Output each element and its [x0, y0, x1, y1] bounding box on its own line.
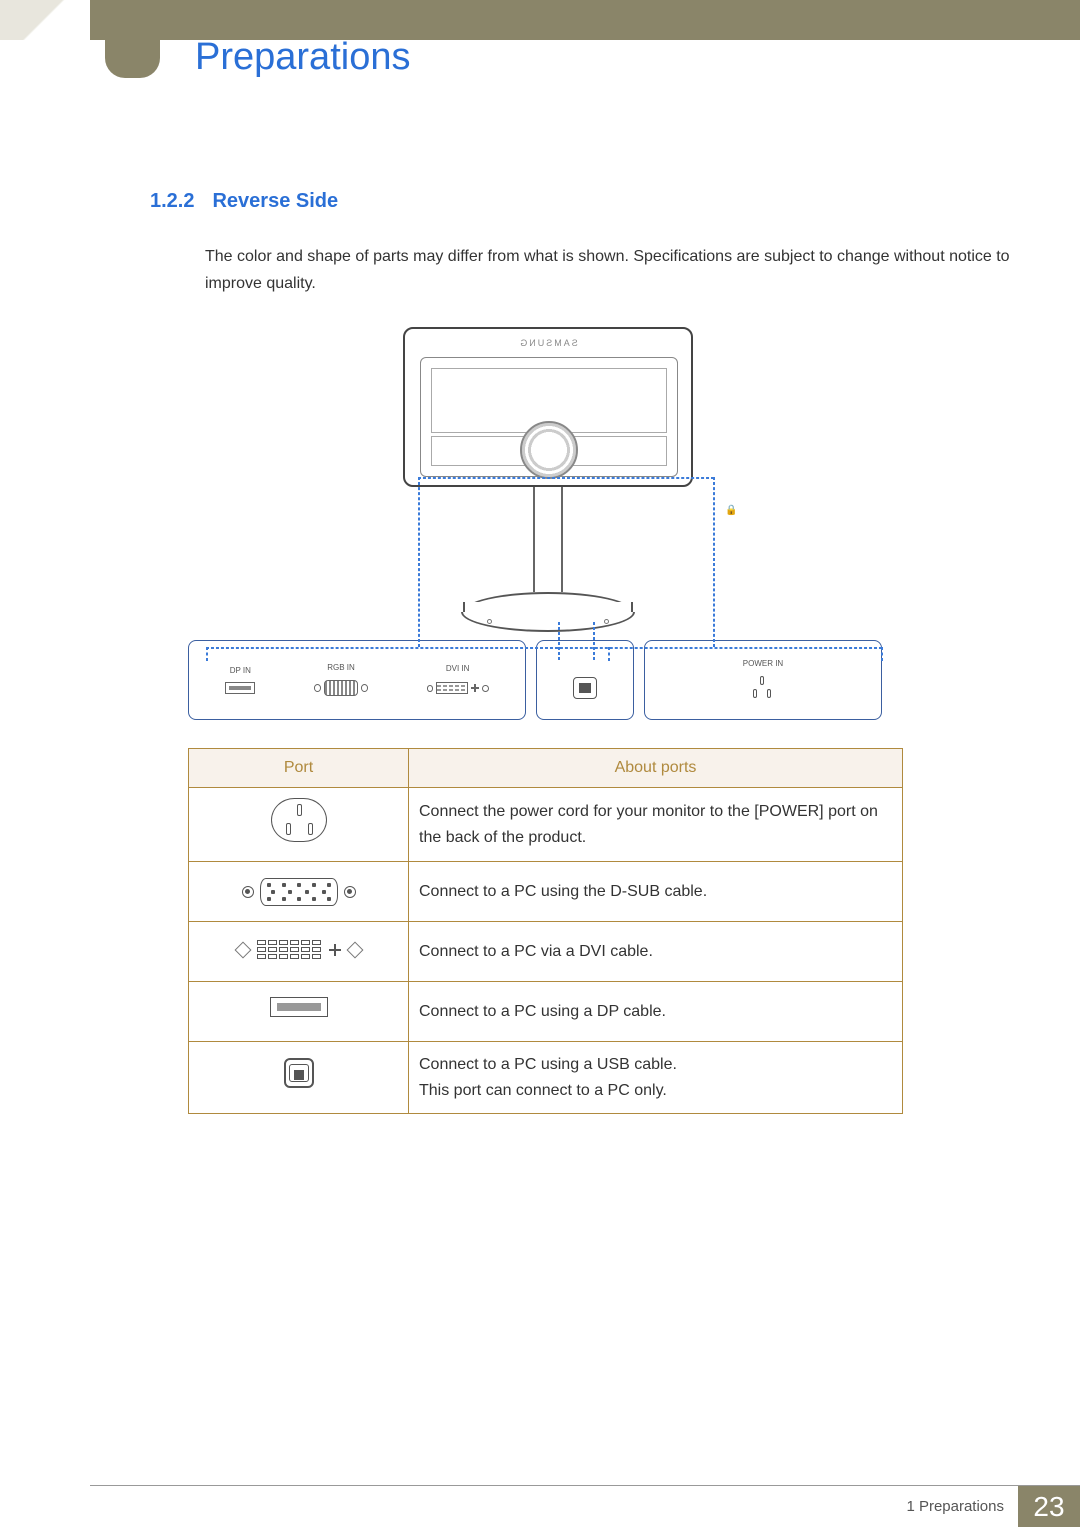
- page-content: 1.2.2 Reverse Side The color and shape of…: [150, 190, 1020, 1114]
- usb-port-icon: [284, 1058, 314, 1088]
- section-number: 1.2.2: [150, 190, 194, 212]
- callout-line: [418, 477, 420, 647]
- port-icon-cell: [189, 921, 409, 981]
- port-usb: [573, 661, 597, 699]
- port-panel-video: DP IN RGB IN DVI IN: [188, 640, 526, 720]
- table-row: Connect the power cord for your monitor …: [189, 788, 903, 862]
- port-desc: Connect to a PC via a DVI cable.: [409, 921, 903, 981]
- port-label: DP IN: [230, 666, 251, 676]
- dp-port-icon: [270, 997, 328, 1017]
- power-port-icon: [271, 798, 327, 842]
- callout-line: [881, 647, 883, 661]
- footer-page-number: 23: [1018, 1486, 1080, 1527]
- table-row: Connect to a PC using a USB cable. This …: [189, 1041, 903, 1113]
- page-footer: 1 Preparations 23: [90, 1485, 1080, 1527]
- dp-port-icon: [225, 682, 255, 694]
- port-desc: Connect to a PC using the D-SUB cable.: [409, 861, 903, 921]
- port-label: DVI IN: [446, 664, 470, 674]
- brand-label: SAMSUNG: [405, 338, 691, 348]
- port-desc: Connect the power cord for your monitor …: [409, 788, 903, 862]
- footer-section-ref: 1 Preparations: [906, 1498, 1018, 1515]
- port-icon-cell: [189, 861, 409, 921]
- port-panel-power: POWER IN: [644, 640, 882, 720]
- monitor-bezel: SAMSUNG: [403, 327, 693, 487]
- section-intro: The color and shape of parts may differ …: [205, 243, 1020, 297]
- callout-line: [608, 647, 610, 661]
- port-power: POWER IN: [743, 659, 783, 701]
- monitor-diagram: SAMSUNG 🔒: [188, 327, 903, 720]
- dvi-port-icon: [237, 940, 361, 959]
- port-icon-cell: [189, 1041, 409, 1113]
- monitor-rear-view: SAMSUNG 🔒: [378, 327, 718, 632]
- callout-line: [593, 622, 595, 660]
- chapter-tab: [105, 8, 160, 78]
- callout-line: [206, 647, 208, 661]
- port-dp: DP IN: [225, 666, 255, 694]
- table-row: Connect to a PC using a DP cable.: [189, 981, 903, 1041]
- col-header-port: Port: [189, 749, 409, 788]
- kensington-lock-icon: 🔒: [725, 505, 733, 519]
- col-header-about: About ports: [409, 749, 903, 788]
- port-desc: Connect to a PC using a DP cable.: [409, 981, 903, 1041]
- port-callout-panels: DP IN RGB IN DVI IN: [188, 640, 903, 720]
- left-margin: [0, 0, 90, 1527]
- dvi-port-icon: [427, 680, 489, 696]
- table-row: Connect to a PC using the D-SUB cable.: [189, 861, 903, 921]
- port-panel-usb: [536, 640, 634, 720]
- port-label: POWER IN: [743, 659, 783, 669]
- stand-neck: [533, 487, 563, 592]
- stand-base: [463, 592, 633, 632]
- section-title: Reverse Side: [212, 190, 338, 212]
- ports-table: Port About ports Connect the power cord …: [188, 748, 903, 1114]
- dsub-port-icon: [242, 878, 356, 906]
- port-rgb: RGB IN: [314, 663, 368, 697]
- usb-port-icon: [573, 677, 597, 699]
- dsub-port-icon: [314, 679, 368, 697]
- port-icon-cell: [189, 788, 409, 862]
- monitor-back-panel: [420, 357, 678, 477]
- port-desc: Connect to a PC using a USB cable. This …: [409, 1041, 903, 1113]
- port-dvi: DVI IN: [427, 664, 489, 696]
- callout-line: [713, 477, 715, 647]
- section-heading: 1.2.2 Reverse Side: [150, 190, 1020, 213]
- callout-line: [206, 647, 882, 649]
- port-icon-cell: [189, 981, 409, 1041]
- stand-hinge: [520, 421, 578, 479]
- port-label: RGB IN: [327, 663, 355, 673]
- chapter-title: Preparations: [195, 36, 410, 79]
- power-port-icon: [744, 675, 782, 701]
- header-bar: [90, 0, 1080, 40]
- callout-line: [418, 477, 714, 479]
- table-header-row: Port About ports: [189, 749, 903, 788]
- callout-line: [558, 622, 560, 660]
- table-row: Connect to a PC via a DVI cable.: [189, 921, 903, 981]
